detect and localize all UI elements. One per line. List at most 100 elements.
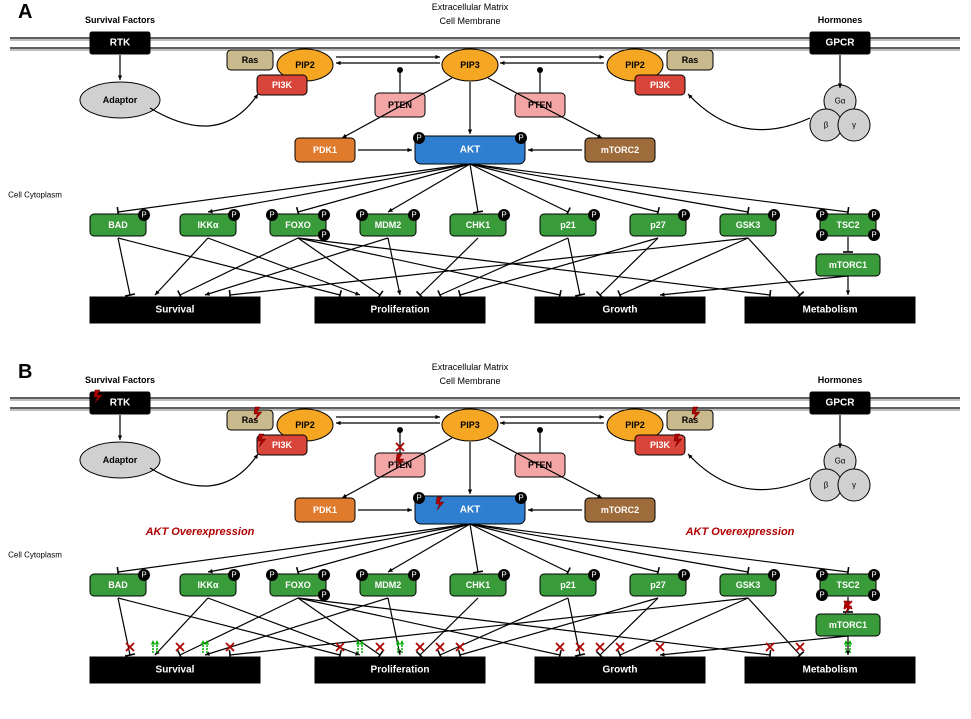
svg-text:Adaptor: Adaptor <box>103 95 138 105</box>
svg-text:PI3K: PI3K <box>650 80 671 90</box>
svg-text:P: P <box>359 571 364 580</box>
svg-text:P: P <box>871 591 876 600</box>
svg-text:PIP2: PIP2 <box>625 420 645 430</box>
svg-text:Cell Cytoplasm: Cell Cytoplasm <box>8 191 62 200</box>
svg-text:P: P <box>416 134 421 143</box>
svg-text:PDK1: PDK1 <box>313 505 337 515</box>
svg-text:P: P <box>321 231 326 240</box>
svg-text:PIP3: PIP3 <box>460 420 480 430</box>
svg-text:p27: p27 <box>650 580 666 590</box>
svg-text:MDM2: MDM2 <box>375 220 402 230</box>
svg-text:Growth: Growth <box>603 665 638 676</box>
svg-text:B: B <box>18 361 32 383</box>
svg-text:Adaptor: Adaptor <box>103 455 138 465</box>
svg-text:p27: p27 <box>650 220 666 230</box>
svg-text:TSC2: TSC2 <box>836 220 859 230</box>
svg-text:γ: γ <box>852 121 856 130</box>
svg-text:P: P <box>819 231 824 240</box>
svg-text:GPCR: GPCR <box>826 38 856 49</box>
svg-text:AKT Overexpression: AKT Overexpression <box>685 526 795 538</box>
svg-text:β: β <box>824 481 829 490</box>
svg-text:BAD: BAD <box>108 220 128 230</box>
svg-text:P: P <box>416 494 421 503</box>
svg-text:GSK3: GSK3 <box>736 580 761 590</box>
svg-text:PDK1: PDK1 <box>313 145 337 155</box>
svg-text:mTORC2: mTORC2 <box>601 505 639 515</box>
svg-text:P: P <box>141 571 146 580</box>
svg-text:FOXO: FOXO <box>285 220 311 230</box>
panel-A: A Extracellular Matrix Cell Membrane Cell C… <box>8 1 960 323</box>
svg-text:P: P <box>411 571 416 580</box>
svg-text:Survival Factors: Survival Factors <box>85 375 155 385</box>
svg-text:P: P <box>518 134 523 143</box>
svg-text:Hormones: Hormones <box>818 15 863 25</box>
svg-text:FOXO: FOXO <box>285 580 311 590</box>
svg-text:PIP2: PIP2 <box>625 60 645 70</box>
svg-text:P: P <box>359 211 364 220</box>
svg-text:P: P <box>771 211 776 220</box>
svg-text:P: P <box>411 211 416 220</box>
svg-text:P: P <box>321 571 326 580</box>
svg-text:P: P <box>591 571 596 580</box>
svg-text:Hormones: Hormones <box>818 375 863 385</box>
svg-text:β: β <box>824 121 829 130</box>
svg-text:P: P <box>321 591 326 600</box>
label-ecm: Extracellular Matrix <box>432 362 509 372</box>
svg-text:P: P <box>501 571 506 580</box>
svg-text:GPCR: GPCR <box>826 398 856 409</box>
svg-text:Metabolism: Metabolism <box>802 665 857 676</box>
svg-text:Ras: Ras <box>682 55 699 65</box>
svg-text:A: A <box>18 1 32 23</box>
svg-text:Ras: Ras <box>242 55 259 65</box>
svg-text:P: P <box>819 211 824 220</box>
svg-text:mTORC2: mTORC2 <box>601 145 639 155</box>
label-membrane: Cell Membrane <box>439 16 500 26</box>
svg-text:CHK1: CHK1 <box>466 220 491 230</box>
svg-text:P: P <box>141 211 146 220</box>
label-ecm: Extracellular Matrix <box>432 2 509 12</box>
svg-text:P: P <box>871 211 876 220</box>
svg-text:mTORC1: mTORC1 <box>829 260 867 270</box>
svg-text:PI3K: PI3K <box>650 440 671 450</box>
svg-text:Ras: Ras <box>242 415 259 425</box>
label-membrane: Cell Membrane <box>439 376 500 386</box>
svg-text:Proliferation: Proliferation <box>371 665 430 676</box>
svg-text:Proliferation: Proliferation <box>371 305 430 316</box>
svg-text:CHK1: CHK1 <box>466 580 491 590</box>
svg-text:P: P <box>518 494 523 503</box>
svg-text:PI3K: PI3K <box>272 440 293 450</box>
svg-text:PIP2: PIP2 <box>295 420 315 430</box>
svg-text:P: P <box>681 211 686 220</box>
svg-text:Gα: Gα <box>835 97 846 106</box>
svg-text:P: P <box>681 571 686 580</box>
svg-text:P: P <box>269 211 274 220</box>
svg-text:RTK: RTK <box>110 398 131 409</box>
svg-text:RTK: RTK <box>110 38 131 49</box>
svg-text:PIP2: PIP2 <box>295 60 315 70</box>
svg-text:PI3K: PI3K <box>272 80 293 90</box>
svg-text:P: P <box>231 571 236 580</box>
svg-text:P: P <box>269 571 274 580</box>
svg-text:Gα: Gα <box>835 457 846 466</box>
svg-text:Survival: Survival <box>156 665 195 676</box>
svg-text:Cell Cytoplasm: Cell Cytoplasm <box>8 551 62 560</box>
svg-text:MDM2: MDM2 <box>375 580 402 590</box>
svg-text:AKT: AKT <box>460 145 481 156</box>
svg-text:Growth: Growth <box>603 305 638 316</box>
svg-text:PIP3: PIP3 <box>460 60 480 70</box>
svg-text:IKKα: IKKα <box>197 220 218 230</box>
svg-text:Survival Factors: Survival Factors <box>85 15 155 25</box>
svg-text:GSK3: GSK3 <box>736 220 761 230</box>
svg-text:P: P <box>321 211 326 220</box>
svg-text:P: P <box>501 211 506 220</box>
panel-B: B Extracellular Matrix Cell Membrane Cell C… <box>8 361 960 683</box>
svg-text:P: P <box>819 571 824 580</box>
svg-text:IKKα: IKKα <box>197 580 218 590</box>
svg-text:P: P <box>819 591 824 600</box>
svg-text:γ: γ <box>852 481 856 490</box>
svg-text:Survival: Survival <box>156 305 195 316</box>
svg-text:Metabolism: Metabolism <box>802 305 857 316</box>
svg-text:P: P <box>771 571 776 580</box>
svg-text:P: P <box>871 571 876 580</box>
svg-text:AKT Overexpression: AKT Overexpression <box>145 526 255 538</box>
